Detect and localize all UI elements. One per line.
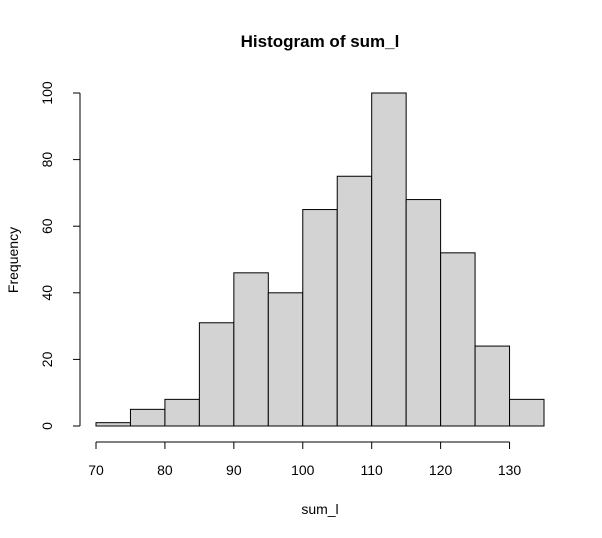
histogram-bar — [129, 408, 166, 427]
y-axis-label: Frequency — [5, 227, 21, 293]
histogram-bar — [336, 175, 373, 427]
x-tick-label: 130 — [498, 462, 522, 478]
chart-title: Histogram of sum_l — [241, 32, 400, 51]
histogram-bar — [371, 92, 407, 427]
y-axis: 0 20 40 60 80 100 — [39, 81, 81, 430]
histogram-bar — [267, 292, 304, 427]
x-tick-label: 70 — [88, 462, 104, 478]
y-tick-label: 40 — [39, 285, 55, 301]
histogram-bar — [233, 272, 269, 427]
y-tick-label: 60 — [39, 218, 55, 234]
histogram-bar — [509, 398, 545, 427]
histogram-bar — [95, 422, 131, 427]
histogram-bar — [405, 199, 442, 427]
x-axis-label: sum_l — [301, 501, 338, 517]
histogram-bar — [440, 252, 476, 427]
histogram-bar — [198, 322, 235, 427]
x-axis: 70 80 90 100 110 120 130 — [88, 441, 522, 478]
x-tick-label: 90 — [226, 462, 242, 478]
y-tick-label: 0 — [39, 422, 55, 430]
y-tick-label: 80 — [39, 152, 55, 168]
histogram-bar — [474, 345, 511, 427]
histogram-bar — [302, 209, 338, 427]
x-tick-label: 100 — [291, 462, 315, 478]
x-tick-label: 110 — [361, 462, 384, 478]
x-tick-label: 120 — [429, 462, 453, 478]
histogram-bars — [95, 92, 545, 427]
x-tick-label: 80 — [157, 462, 173, 478]
histogram-bar — [164, 398, 200, 427]
y-tick-label: 20 — [39, 351, 55, 367]
y-tick-label: 100 — [39, 81, 55, 105]
